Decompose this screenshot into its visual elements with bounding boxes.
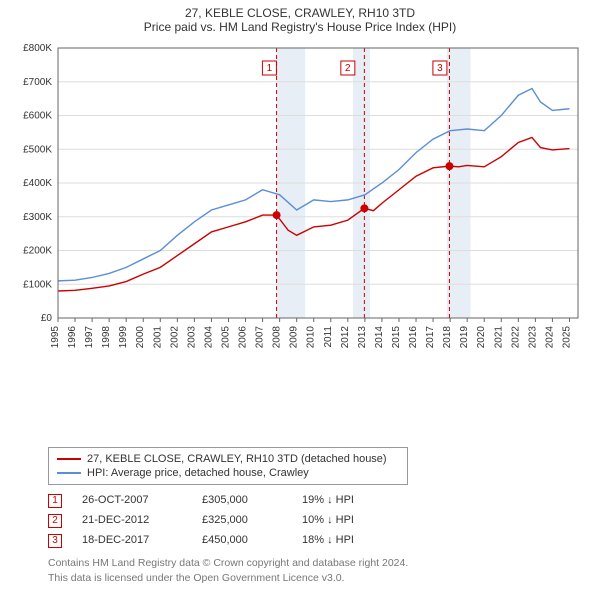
svg-text:£200K: £200K xyxy=(23,246,52,257)
svg-text:2001: 2001 xyxy=(152,326,163,349)
footnote-line-2: This data is licensed under the Open Gov… xyxy=(48,572,592,586)
svg-text:£0: £0 xyxy=(41,313,53,324)
svg-text:£500K: £500K xyxy=(23,144,52,155)
legend: 27, KEBLE CLOSE, CRAWLEY, RH10 3TD (deta… xyxy=(48,447,408,486)
event-date: 26-OCT-2007 xyxy=(82,491,182,511)
svg-text:2019: 2019 xyxy=(459,326,470,349)
svg-text:2010: 2010 xyxy=(306,326,317,349)
svg-text:2013: 2013 xyxy=(357,326,368,349)
svg-text:2018: 2018 xyxy=(442,326,453,349)
svg-text:£300K: £300K xyxy=(23,212,52,223)
event-delta: 18% ↓ HPI xyxy=(302,531,354,551)
svg-text:2015: 2015 xyxy=(391,326,402,349)
svg-text:2022: 2022 xyxy=(510,326,521,349)
svg-text:3: 3 xyxy=(437,63,443,74)
svg-text:£600K: £600K xyxy=(23,111,52,122)
svg-text:2014: 2014 xyxy=(374,326,385,349)
event-row: 1 26-OCT-2007 £305,000 19% ↓ HPI xyxy=(48,491,592,511)
svg-text:£800K: £800K xyxy=(23,43,52,54)
svg-text:1995: 1995 xyxy=(50,326,61,349)
footnote-line-1: Contains HM Land Registry data © Crown c… xyxy=(48,557,592,571)
svg-text:2009: 2009 xyxy=(289,326,300,349)
svg-text:2017: 2017 xyxy=(425,326,436,349)
event-row: 3 18-DEC-2017 £450,000 18% ↓ HPI xyxy=(48,531,592,551)
svg-text:2006: 2006 xyxy=(238,326,249,349)
svg-text:2024: 2024 xyxy=(544,326,555,349)
svg-text:2011: 2011 xyxy=(323,326,334,348)
svg-text:2020: 2020 xyxy=(476,326,487,349)
svg-text:2008: 2008 xyxy=(272,326,283,349)
page-subtitle: Price paid vs. HM Land Registry's House … xyxy=(8,20,592,34)
svg-text:2003: 2003 xyxy=(186,326,197,349)
svg-text:2023: 2023 xyxy=(527,326,538,349)
svg-text:2007: 2007 xyxy=(255,326,266,349)
event-price: £450,000 xyxy=(202,531,282,551)
svg-text:1997: 1997 xyxy=(84,326,95,349)
page-title: 27, KEBLE CLOSE, CRAWLEY, RH10 3TD xyxy=(8,6,592,20)
legend-label: HPI: Average price, detached house, Craw… xyxy=(87,466,309,480)
svg-text:2005: 2005 xyxy=(220,326,231,349)
svg-text:£100K: £100K xyxy=(23,279,52,290)
svg-text:1: 1 xyxy=(267,63,273,74)
svg-text:2002: 2002 xyxy=(169,326,180,349)
event-date: 21-DEC-2012 xyxy=(82,511,182,531)
price-chart: £0 £100K £200K £300K £400K £500K £600K £700K £80… xyxy=(8,38,592,441)
svg-text:2000: 2000 xyxy=(135,326,146,349)
event-price: £305,000 xyxy=(202,491,282,511)
svg-text:2: 2 xyxy=(345,63,351,74)
svg-text:2021: 2021 xyxy=(493,326,504,349)
event-delta: 10% ↓ HPI xyxy=(302,511,354,531)
svg-text:£700K: £700K xyxy=(23,77,52,88)
event-badge: 2 xyxy=(48,514,62,528)
chart-svg: £0 £100K £200K £300K £400K £500K £600K £700K £80… xyxy=(8,38,592,368)
event-price: £325,000 xyxy=(202,511,282,531)
svg-text:£400K: £400K xyxy=(23,178,52,189)
event-badge: 1 xyxy=(48,494,62,508)
svg-text:2012: 2012 xyxy=(340,326,351,349)
svg-text:1996: 1996 xyxy=(67,326,78,349)
legend-swatch xyxy=(57,472,81,474)
legend-label: 27, KEBLE CLOSE, CRAWLEY, RH10 3TD (deta… xyxy=(87,452,387,466)
svg-text:2016: 2016 xyxy=(408,326,419,349)
event-delta: 19% ↓ HPI xyxy=(302,491,354,511)
events-table: 1 26-OCT-2007 £305,000 19% ↓ HPI 2 21-DEC-201… xyxy=(48,491,592,550)
svg-text:1998: 1998 xyxy=(101,326,112,349)
svg-text:1999: 1999 xyxy=(118,326,129,349)
legend-row: 27, KEBLE CLOSE, CRAWLEY, RH10 3TD (deta… xyxy=(57,452,399,466)
event-badge: 3 xyxy=(48,534,62,548)
svg-text:2025: 2025 xyxy=(561,326,572,349)
event-date: 18-DEC-2017 xyxy=(82,531,182,551)
legend-swatch xyxy=(57,458,81,460)
event-row: 2 21-DEC-2012 £325,000 10% ↓ HPI xyxy=(48,511,592,531)
svg-text:2004: 2004 xyxy=(203,326,214,349)
legend-row: HPI: Average price, detached house, Craw… xyxy=(57,466,399,480)
